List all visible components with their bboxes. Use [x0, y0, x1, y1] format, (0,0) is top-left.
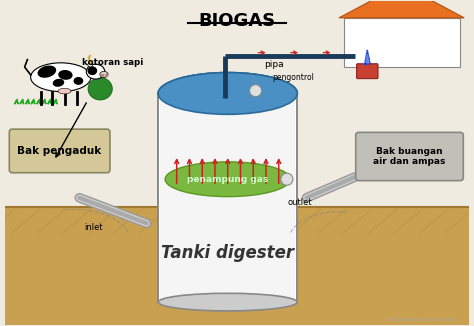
- FancyBboxPatch shape: [356, 64, 378, 79]
- Text: Kompasiana.com/revoygator: Kompasiana.com/revoygator: [387, 317, 457, 321]
- FancyBboxPatch shape: [356, 132, 463, 181]
- Ellipse shape: [59, 71, 72, 79]
- Polygon shape: [48, 99, 52, 104]
- Ellipse shape: [158, 293, 297, 311]
- Text: Tanki digester: Tanki digester: [161, 244, 294, 262]
- Text: inlet: inlet: [84, 223, 102, 232]
- Ellipse shape: [31, 63, 91, 92]
- FancyBboxPatch shape: [9, 129, 110, 173]
- Text: pipa: pipa: [264, 60, 284, 68]
- Ellipse shape: [74, 78, 82, 84]
- Text: Bak buangan
air dan ampas: Bak buangan air dan ampas: [374, 147, 446, 166]
- Circle shape: [249, 85, 262, 97]
- Polygon shape: [31, 99, 35, 104]
- Ellipse shape: [88, 78, 112, 100]
- Bar: [344, 18, 460, 67]
- Polygon shape: [339, 0, 464, 18]
- Text: outlet: outlet: [287, 198, 312, 207]
- Ellipse shape: [38, 66, 55, 77]
- Text: pengontrol: pengontrol: [272, 73, 314, 82]
- Polygon shape: [158, 73, 297, 94]
- Polygon shape: [365, 50, 370, 65]
- Ellipse shape: [158, 73, 297, 114]
- Ellipse shape: [165, 162, 291, 197]
- Polygon shape: [36, 99, 40, 104]
- Ellipse shape: [100, 71, 108, 78]
- Ellipse shape: [86, 64, 105, 79]
- Bar: [5, 207, 469, 325]
- Circle shape: [281, 173, 293, 185]
- Polygon shape: [54, 99, 57, 104]
- Polygon shape: [366, 54, 369, 62]
- Polygon shape: [20, 99, 24, 104]
- Text: kotoran sapi: kotoran sapi: [82, 58, 143, 67]
- Ellipse shape: [58, 88, 71, 94]
- Text: BIOGAS: BIOGAS: [199, 12, 275, 30]
- Polygon shape: [42, 99, 46, 104]
- Ellipse shape: [88, 67, 97, 74]
- Text: penampung gas: penampung gas: [187, 175, 268, 184]
- Ellipse shape: [54, 80, 64, 86]
- Ellipse shape: [88, 64, 92, 67]
- Text: Bak pengaduk: Bak pengaduk: [18, 146, 102, 156]
- Polygon shape: [14, 99, 18, 104]
- Bar: [161, 94, 295, 302]
- Bar: [158, 94, 297, 302]
- Polygon shape: [26, 99, 29, 104]
